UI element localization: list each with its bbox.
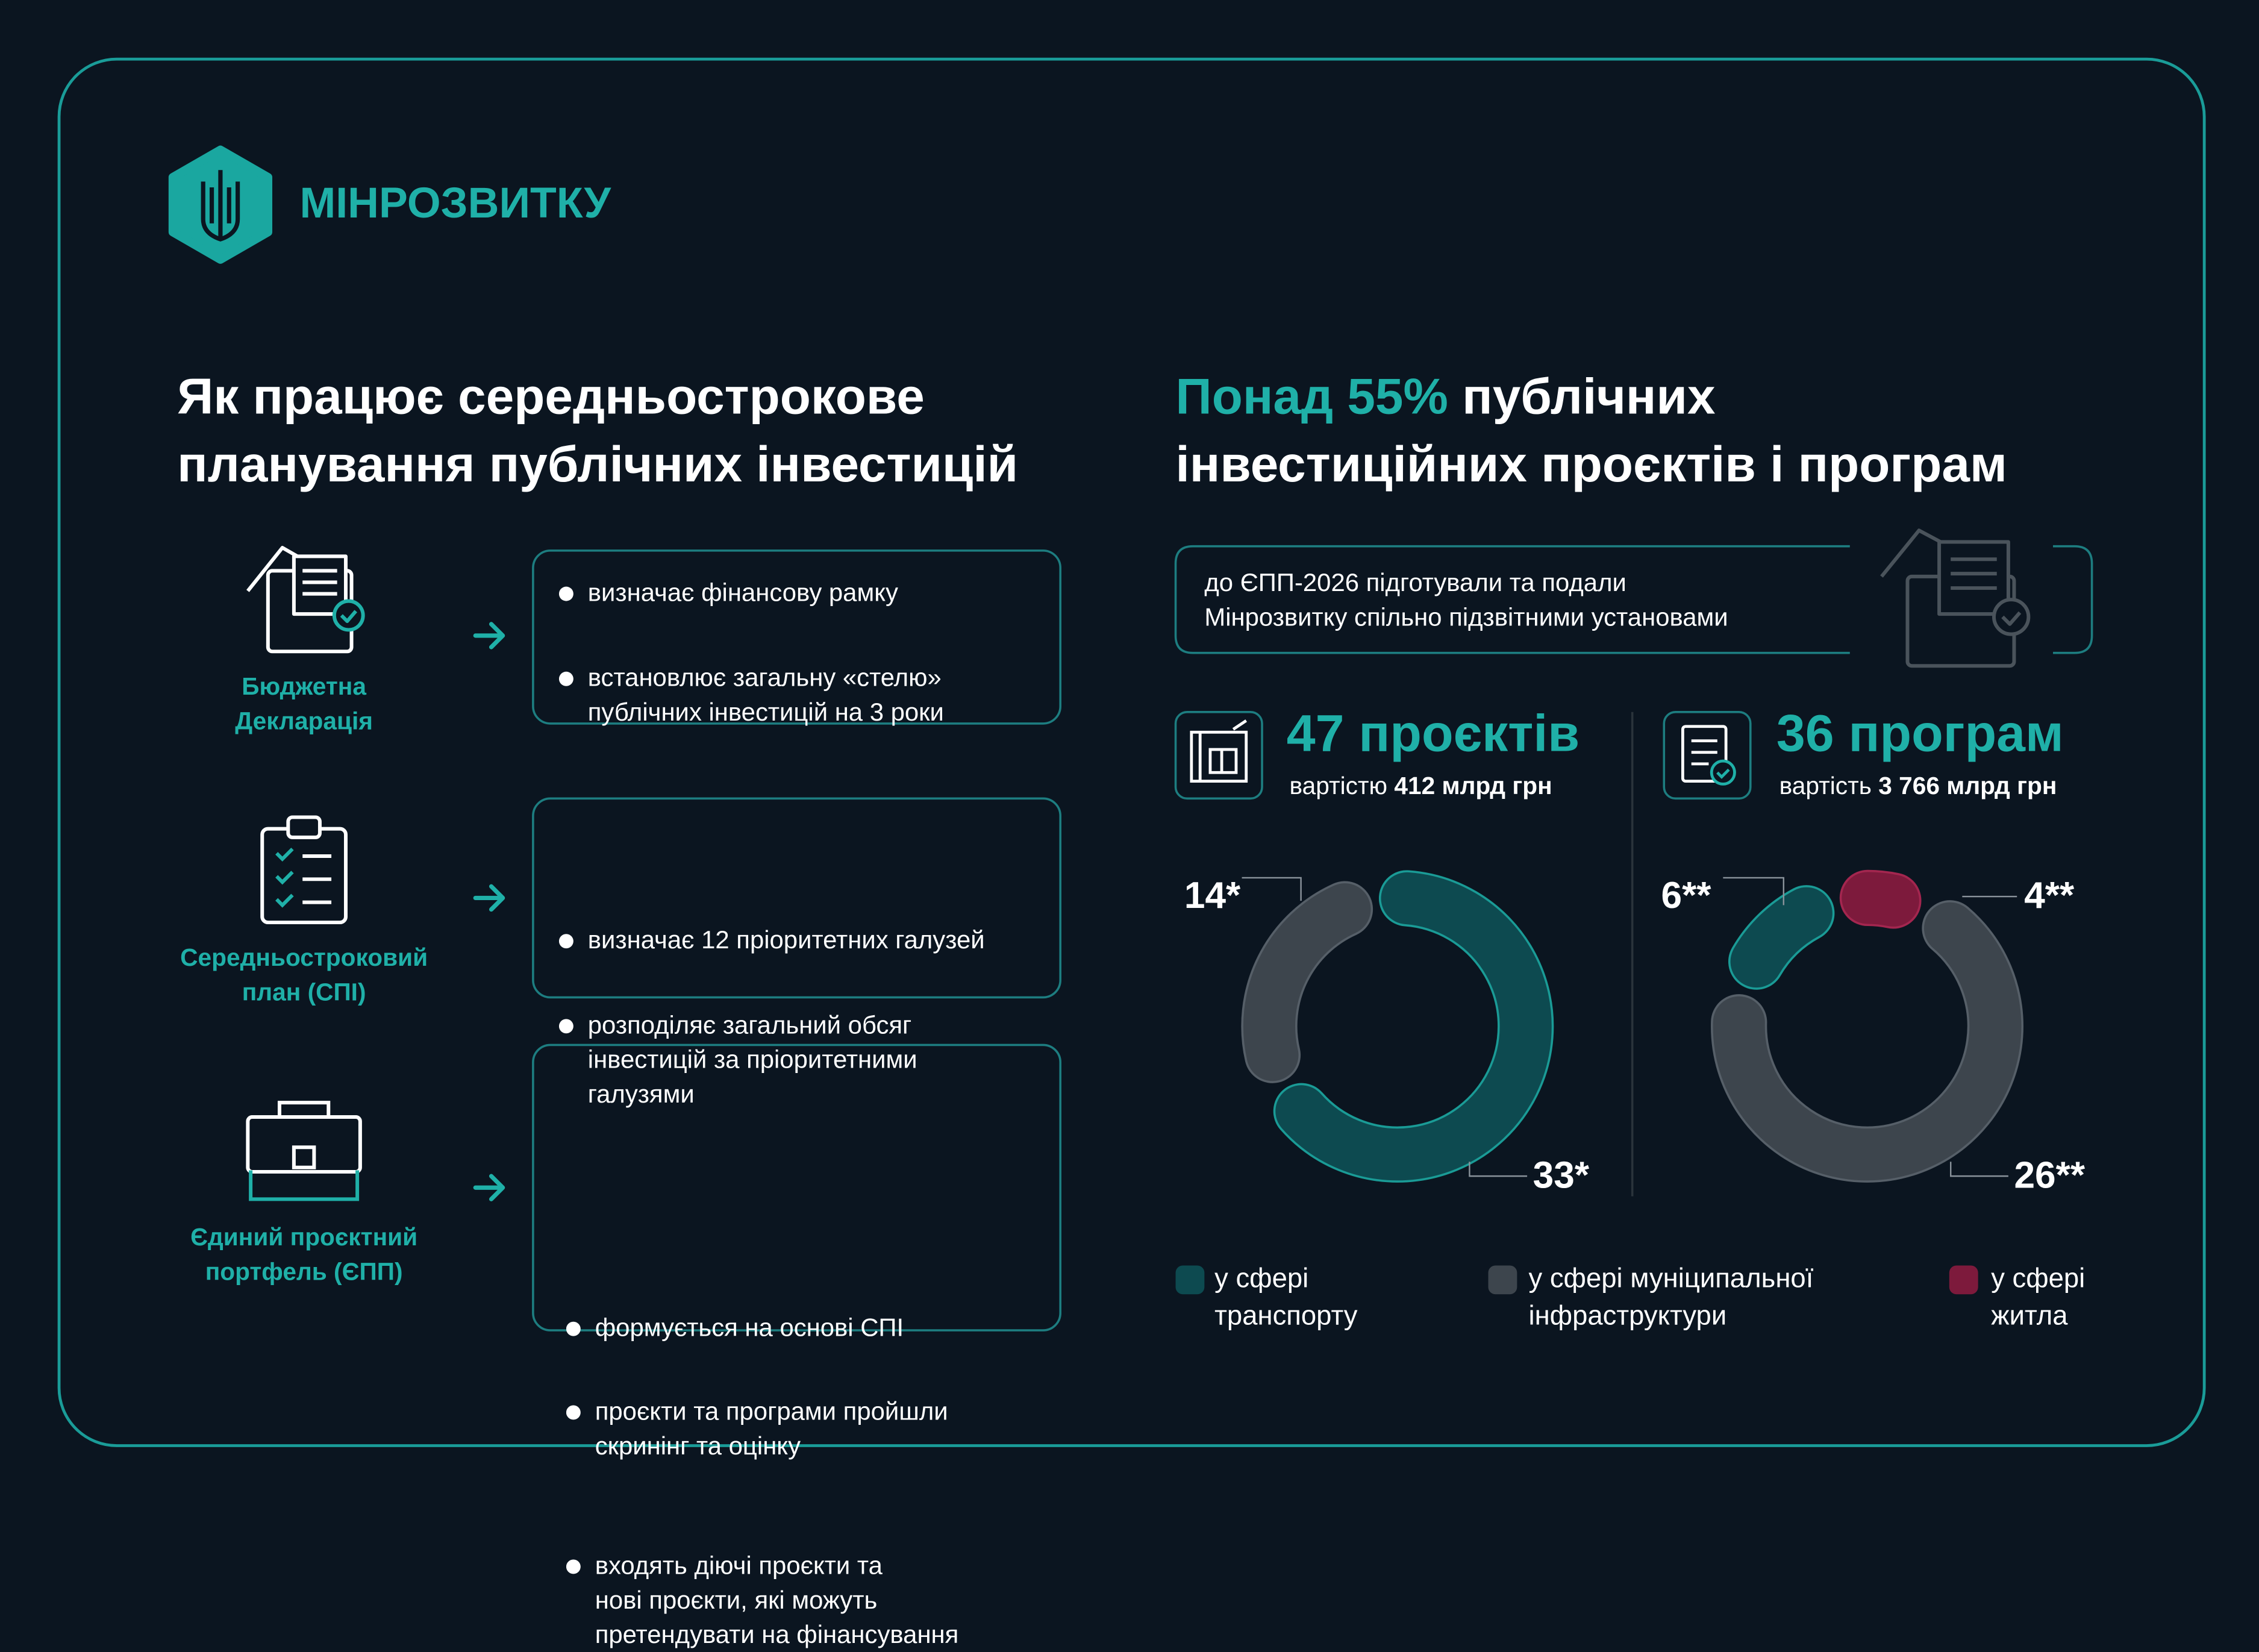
bullet: розподіляє загальний обсяг інвестицій за … <box>558 1007 2259 1111</box>
bullet-line: входять діючі проєкти та <box>595 1551 883 1580</box>
leader-line <box>1242 877 1302 901</box>
icon-checklist <box>1681 725 1736 786</box>
legend-swatch <box>1488 1265 1517 1295</box>
cost-prefix: вартістю <box>1289 772 1388 800</box>
bullet-line: нові проєкти, які можуть <box>595 1585 878 1615</box>
title-rest: публічних <box>1462 369 1716 425</box>
infographic: МІНРОЗВИТКУ Як працює середньострокове п… <box>57 57 2259 1649</box>
legend-swatch <box>1175 1265 1205 1295</box>
bullet: формується на основі СПІ <box>566 1310 2259 1345</box>
stat-icon-box <box>1663 711 1752 800</box>
bullet: входять діючі проєкти та нові проєкти, як… <box>566 1548 2259 1651</box>
title-line: планування публічних інвестицій <box>177 436 1019 493</box>
label-line: план (СПІ) <box>242 978 366 1006</box>
cost-value: 412 млрд грн <box>1394 772 1552 800</box>
bullet: проєкти та програми пройшли скринінг та о… <box>566 1394 2259 1463</box>
bullet: визначає 12 пріоритетних галузей <box>558 922 2259 957</box>
value-label: 26** <box>2014 1153 2086 1197</box>
title-line: Як працює середньострокове <box>177 369 925 425</box>
step-label: Бюджетна Декларація <box>131 670 477 739</box>
logo-trident <box>201 170 240 242</box>
icon-briefcase <box>246 1101 362 1201</box>
bullet-line: галузями <box>587 1079 695 1109</box>
legend-label: у сфері муніципальної інфраструктури <box>1528 1264 1814 1332</box>
slice <box>1243 883 1371 1081</box>
note-line: Мінрозвитку спільно підзвітними установа… <box>1204 602 1728 631</box>
icon-clipboard <box>260 815 348 925</box>
step-label: Єдиний проєктний портфель (ЄПП) <box>131 1221 477 1290</box>
charts <box>1241 869 2023 1183</box>
label-line: Середньостроковий <box>180 943 428 972</box>
legend-label: у сфері житла <box>1991 1264 2086 1332</box>
slice <box>1730 887 1833 988</box>
title-line: інвестиційних проєктів і програм <box>1175 436 2007 493</box>
title-line: Понад 55% публічних <box>1176 363 1716 431</box>
bullet-line: проєкти та програми пройшли <box>595 1397 948 1425</box>
graphics <box>57 57 2206 1447</box>
icon-blueprint <box>1190 719 1248 783</box>
cost-prefix: вартість <box>1779 772 1872 800</box>
label-line: портфель (ЄПП) <box>205 1258 403 1286</box>
slice <box>1713 902 2022 1181</box>
leader-line <box>1469 1162 1528 1177</box>
value-label: 33* <box>1533 1153 1590 1197</box>
value-label: 4** <box>2024 873 2075 917</box>
bullet-line: інвестицій за пріоритетними <box>587 1045 917 1074</box>
stat-headline: 36 програм <box>1776 703 2064 763</box>
bullet-line: публічних інвестицій на 3 роки <box>587 697 944 727</box>
label-line: Бюджетна <box>242 673 366 701</box>
bullet-line: претендувати на фінансування <box>595 1619 959 1649</box>
bullet-line: встановлює загальну «стелю» <box>587 663 942 692</box>
icon-documents-gray <box>1880 528 2031 668</box>
note-box <box>1174 545 2093 654</box>
frame <box>57 57 2206 1447</box>
bullet-line: формується на основі СПІ <box>595 1313 904 1342</box>
step-label: Середньостроковий план (СПІ) <box>131 941 477 1010</box>
value-label: 14* <box>1184 873 1241 917</box>
stat-cost: вартість 3 766 млрд грн <box>1779 772 2057 801</box>
bullet-line: визначає фінансову рамку <box>587 578 898 607</box>
label-line: Декларація <box>235 707 373 736</box>
bullet-line: визначає 12 пріоритетних галузей <box>587 925 985 954</box>
bullet: визначає фінансову рамку <box>558 575 2259 610</box>
slice <box>1275 872 1552 1181</box>
note-line: до ЄПП-2026 підготували та подали <box>1204 568 1626 597</box>
legend-swatch <box>1949 1265 1978 1295</box>
leader-line <box>1723 877 1784 906</box>
legend-label: у сфері транспорту <box>1214 1264 1358 1332</box>
stat-headline: 47 проєктів <box>1286 703 1580 763</box>
bullet-line: скринінг та оцінку <box>595 1431 801 1460</box>
value-label: 6** <box>1661 873 1711 917</box>
slice <box>1842 872 1919 927</box>
stat-icon-box <box>1174 711 1263 800</box>
label-line: Єдиний проєктний <box>190 1224 418 1251</box>
bullet-line: розподіляє загальний обсяг <box>587 1010 912 1039</box>
icon-documents <box>246 546 365 654</box>
logo-text: МІНРОЗВИТКУ <box>299 180 611 228</box>
bullet: встановлює загальну «стелю» публічних інв… <box>558 660 2259 730</box>
stat-cost: вартістю 412 млрд грн <box>1289 772 1552 801</box>
bullet-boxes <box>532 549 1062 1331</box>
title-highlight: Понад 55% <box>1175 369 1448 425</box>
arrows <box>473 622 505 1201</box>
cost-value: 3 766 млрд грн <box>1878 772 2057 800</box>
leader-line <box>1950 1162 2008 1177</box>
